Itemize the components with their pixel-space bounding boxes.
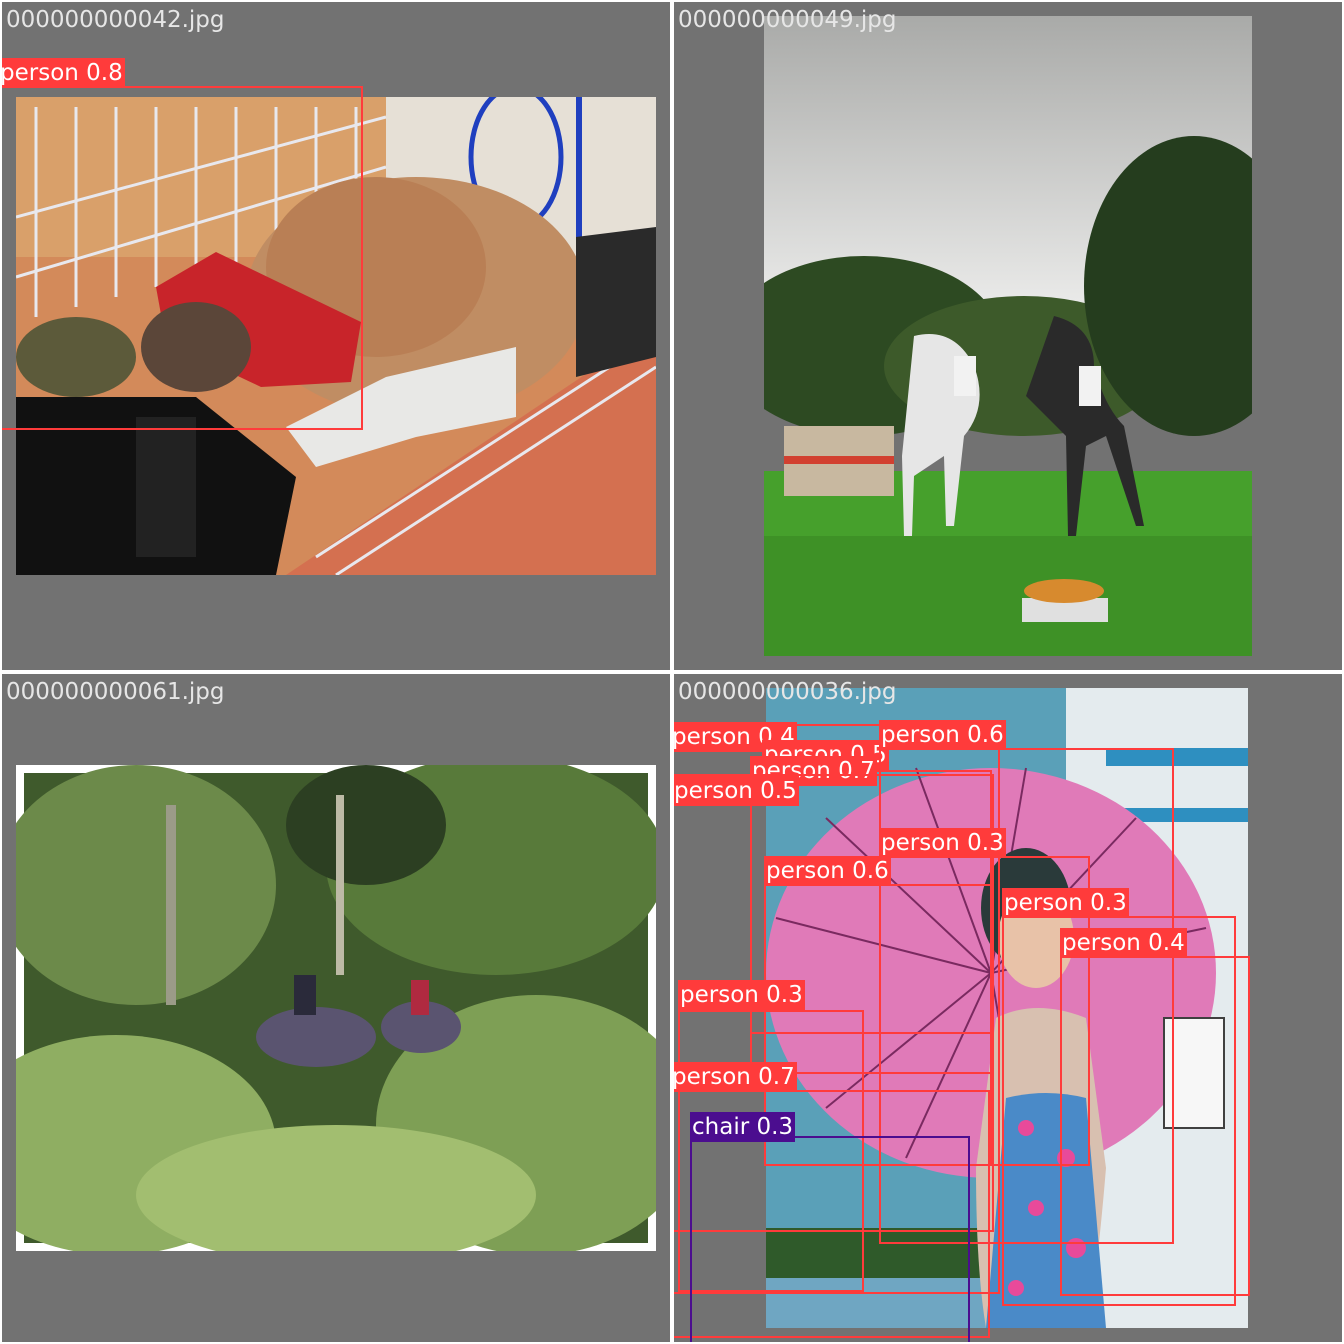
photo-jungle-elephants-image	[16, 765, 656, 1251]
detection-layer: person 0.4 person 0.5 person 0.6 person 0.7…	[674, 674, 1342, 1342]
person-detection-label: person 0.4	[1060, 928, 1187, 958]
person-detection-label: person 0.8	[2, 58, 125, 88]
person-detection-label: person 0.6	[764, 856, 891, 886]
photo-jungle-elephants	[16, 765, 656, 1251]
person-bounding-box	[674, 774, 994, 1232]
tile-000000000042: 000000000042.jpg	[2, 2, 670, 670]
tile-filename: 000000000042.jpg	[6, 7, 225, 33]
photo-horse-riders	[764, 16, 1252, 656]
photo-horse-riders-image	[764, 16, 1252, 656]
person-detection-label: person 0.3	[879, 828, 1006, 858]
person-bounding-box	[674, 724, 1000, 1294]
tile-000000000049: 000000000049.jpg	[674, 2, 1342, 670]
tile-filename: 000000000036.jpg	[678, 679, 897, 705]
person-bounding-box	[678, 1010, 864, 1292]
tile-filename: 000000000049.jpg	[678, 7, 897, 33]
person-bounding-box	[2, 86, 363, 430]
person-bounding-box	[674, 1090, 990, 1338]
person-detection-label: person 0.3	[1002, 888, 1129, 918]
person-detection-label: person 0.6	[879, 720, 1006, 750]
chair-bounding-box	[690, 1136, 970, 1342]
person-detection-label: person 0.5	[674, 776, 799, 806]
detection-layer	[2, 674, 670, 1342]
tile-000000000061: 000000000061.jpg	[2, 674, 670, 1342]
tile-filename: 000000000061.jpg	[6, 679, 225, 705]
tile-000000000036: 000000000036.jpg	[674, 674, 1342, 1342]
person-detection-label: person 0.7	[674, 1062, 797, 1092]
person-detection-label: person 0.3	[678, 980, 805, 1010]
detection-layer: person 0.8	[2, 2, 670, 670]
photo-shoes-basket-image	[16, 97, 656, 575]
detection-layer	[674, 2, 1342, 670]
person-bounding-box	[1060, 956, 1250, 1296]
photo-shoes-basket	[16, 97, 656, 575]
chair-detection-label: chair 0.3	[690, 1112, 796, 1142]
